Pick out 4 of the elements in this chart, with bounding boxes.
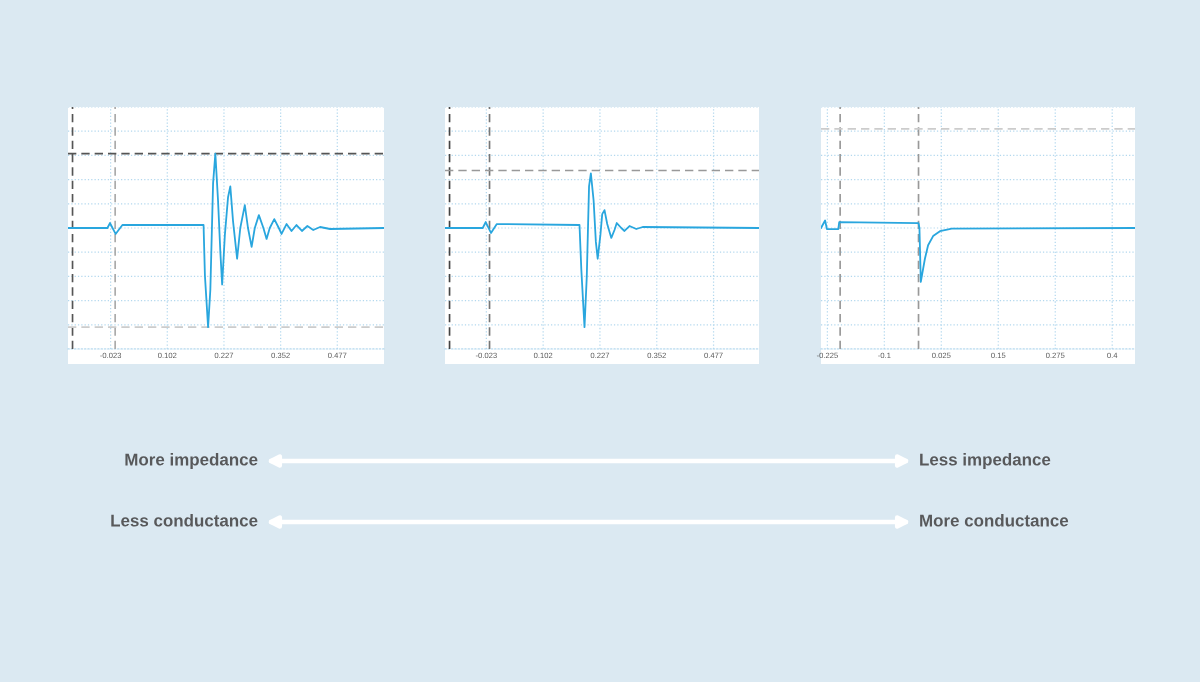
- text: More conductance: [920, 514, 1069, 527]
- text: More impedance: [125, 453, 258, 469]
- text: Less conductance: [111, 514, 258, 527]
- text: Less impedance: [920, 453, 1051, 469]
